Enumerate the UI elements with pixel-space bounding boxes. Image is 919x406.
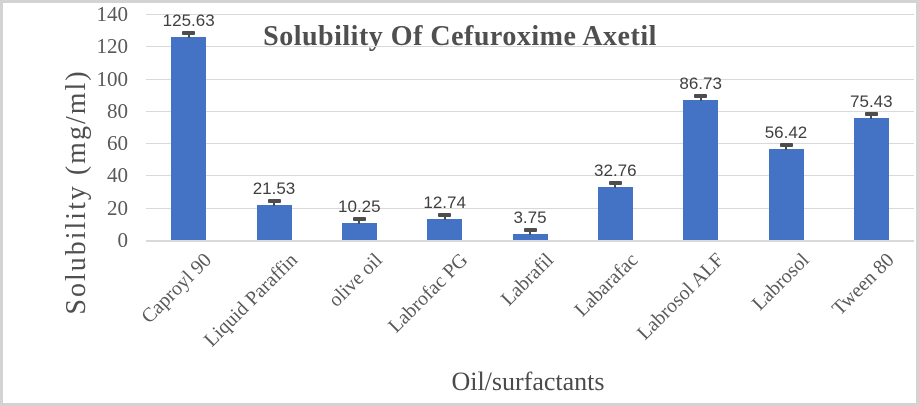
bar (256, 205, 292, 240)
y-tick-label: 20 (107, 195, 128, 220)
error-bar-stem (870, 115, 873, 120)
gridline (146, 110, 914, 112)
y-tick-label: 120 (96, 34, 129, 59)
y-tick-label: 100 (96, 66, 129, 91)
error-bar-cap (438, 213, 452, 218)
error-bar-stem (614, 184, 617, 189)
x-axis-title: Oil/surfactants (451, 367, 605, 396)
bar (768, 148, 804, 240)
error-bar-stem (187, 34, 190, 39)
bar-value-label: 12.74 (423, 193, 466, 213)
x-axis-category-label: Labrosol (747, 249, 814, 315)
bar-value-label: 56.42 (764, 122, 808, 142)
gridline (146, 175, 914, 177)
y-tick-label: 0 (117, 228, 129, 252)
gridline (146, 14, 914, 15)
gridline (146, 240, 914, 242)
error-bar-cap (608, 181, 622, 186)
x-axis-category-label: Labrafil (496, 249, 558, 311)
error-bar-cap (352, 217, 366, 222)
x-axis-category-label: Labrofac PG (384, 249, 473, 338)
error-bar-cap (182, 31, 196, 36)
bar (171, 37, 207, 240)
error-bar-stem (529, 230, 531, 235)
bar (341, 223, 377, 240)
error-bar-stem (699, 96, 702, 101)
bar-value-label: 32.76 (594, 161, 637, 181)
gridline (146, 207, 914, 209)
error-bar-stem (443, 216, 446, 221)
bar (427, 219, 463, 240)
bar-value-label: 3.75 (513, 207, 547, 227)
x-axis-category-label: Tween 80 (828, 249, 899, 320)
error-bar-cap (523, 227, 537, 232)
error-bar-cap (779, 142, 793, 147)
bar (683, 99, 719, 240)
bar (512, 233, 548, 240)
x-axis-category-label: Caproyl 90 (137, 249, 217, 328)
x-axis-category-label: Labarafac (570, 249, 643, 322)
y-tick-label: 60 (107, 131, 128, 156)
y-tick-label: 80 (107, 98, 128, 123)
y-tick-label: 140 (96, 2, 129, 26)
bar (853, 118, 889, 240)
x-axis-category-label: Labrosol ALF (632, 249, 729, 345)
bar-value-label: 86.73 (679, 73, 722, 93)
error-bar-stem (273, 202, 275, 207)
gridline (146, 78, 914, 80)
chart-title: Solubility Of Cefuroxime Axetil (263, 21, 657, 52)
bar-value-label: 125.63 (162, 11, 215, 31)
error-bar-stem (785, 145, 787, 150)
gridline (146, 143, 914, 145)
gridline (146, 46, 914, 48)
bar (597, 187, 633, 240)
bar-value-label: 10.25 (338, 197, 381, 217)
x-axis-category-label: olive oil (324, 249, 387, 312)
bar-value-label: 75.43 (850, 92, 893, 112)
error-bar-cap (694, 93, 708, 98)
bar-value-label: 21.53 (252, 179, 296, 199)
error-bar-stem (358, 220, 361, 225)
error-bar-cap (864, 112, 878, 117)
error-bar-cap (267, 199, 281, 204)
y-tick-label: 40 (107, 163, 128, 188)
